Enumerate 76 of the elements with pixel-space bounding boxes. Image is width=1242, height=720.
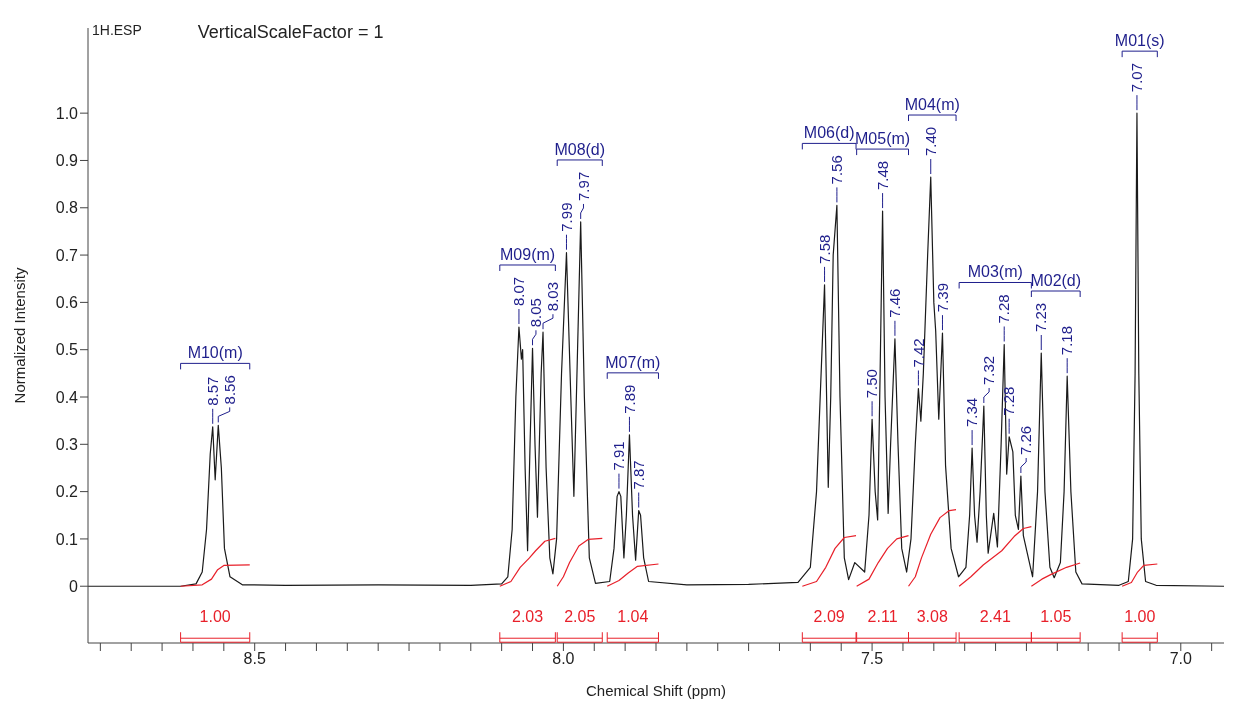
y-tick-label: 0.7: [55, 246, 79, 264]
y-tick-label: 1.0: [55, 104, 79, 122]
annotation: 1H.ESP: [92, 22, 142, 39]
annotation: 7.40: [921, 126, 939, 157]
annotation: M05(m): [855, 130, 911, 148]
annotation: 7.48: [873, 160, 891, 191]
annotation: 1.00: [199, 608, 231, 626]
y-tick-label: 0.1: [55, 530, 79, 548]
annotation: 7.28: [1000, 386, 1018, 416]
annotation: 7.32: [980, 355, 998, 385]
line-series: [1121, 563, 1158, 587]
annotation: 7.50: [863, 369, 881, 399]
annotation: 7.89: [620, 384, 638, 414]
annotation: 7.07: [1128, 62, 1146, 93]
annotation: M02(d): [1030, 272, 1082, 289]
line-series: [556, 537, 603, 587]
annotation: 7.42: [909, 338, 927, 368]
x-tick-label: 7.0: [1169, 650, 1192, 668]
annotation: 7.28: [995, 294, 1013, 324]
annotation: 2.03: [512, 608, 544, 626]
line-series: [88, 112, 1224, 587]
annotation: 2.41: [979, 608, 1011, 626]
x-tick-label: 8.0: [552, 650, 575, 668]
annotation: M03(m): [967, 263, 1023, 281]
annotation: 8.56: [220, 375, 238, 405]
annotation: 7.58: [815, 234, 833, 264]
annotation: 7.56: [828, 155, 846, 185]
line-series: [958, 526, 1032, 587]
annotation: 8.03: [544, 281, 562, 312]
y-tick-label: 0: [69, 577, 79, 595]
line-series: [1030, 562, 1081, 587]
annotation: 1.05: [1040, 608, 1072, 626]
y-tick-label: 0.8: [55, 199, 79, 217]
annotation: M04(m): [904, 96, 960, 114]
line-series: [801, 535, 857, 587]
annotation: 2.05: [564, 608, 596, 626]
annotation: 1.04: [617, 608, 649, 626]
annotation: M08(d): [554, 140, 606, 158]
annotation: M09(m): [500, 245, 556, 263]
annotation: 8.07: [510, 276, 528, 306]
y-tick-label: 0.3: [55, 435, 79, 453]
annotation: M10(m): [187, 344, 243, 362]
annotation: VerticalScaleFactor = 1: [197, 22, 384, 44]
annotation: 7.99: [557, 202, 575, 232]
x-tick-label: 8.5: [243, 650, 266, 668]
annotation: 7.23: [1032, 302, 1050, 332]
y-tick-label: 0.6: [55, 294, 79, 312]
x-tick-label: 7.5: [860, 650, 884, 668]
annotation: 7.91: [610, 441, 628, 471]
annotation: M07(m): [605, 353, 661, 371]
annotation: 7.46: [886, 288, 904, 318]
annotation: 7.34: [963, 397, 981, 428]
annotation: 7.26: [1017, 425, 1035, 455]
line-series: [180, 564, 251, 587]
annotation: 2.11: [867, 608, 898, 626]
line-series: [856, 535, 910, 587]
annotation: 2.09: [813, 608, 845, 626]
y-axis-title: Normalized Intensity: [11, 267, 29, 404]
line-series: [499, 537, 556, 587]
annotation: 7.39: [933, 282, 951, 313]
line-series: [606, 563, 660, 587]
annotation: 7.97: [574, 171, 592, 201]
annotation: 8.57: [203, 376, 221, 406]
x-axis-title: Chemical Shift (ppm): [585, 682, 727, 699]
annotation: 3.08: [916, 608, 948, 626]
y-tick-label: 0.4: [55, 388, 79, 406]
y-tick-label: 0.5: [55, 341, 79, 359]
line-series: [907, 508, 957, 587]
y-tick-label: 0.2: [55, 483, 79, 501]
annotation: 7.87: [629, 460, 647, 490]
y-tick-label: 0.9: [55, 152, 79, 170]
annotation: M06(d): [803, 124, 855, 142]
annotation: 1.00: [1124, 608, 1156, 626]
annotation: 7.18: [1058, 325, 1076, 356]
annotation: M01(s): [1114, 32, 1165, 50]
annotation: 8.05: [527, 298, 545, 328]
